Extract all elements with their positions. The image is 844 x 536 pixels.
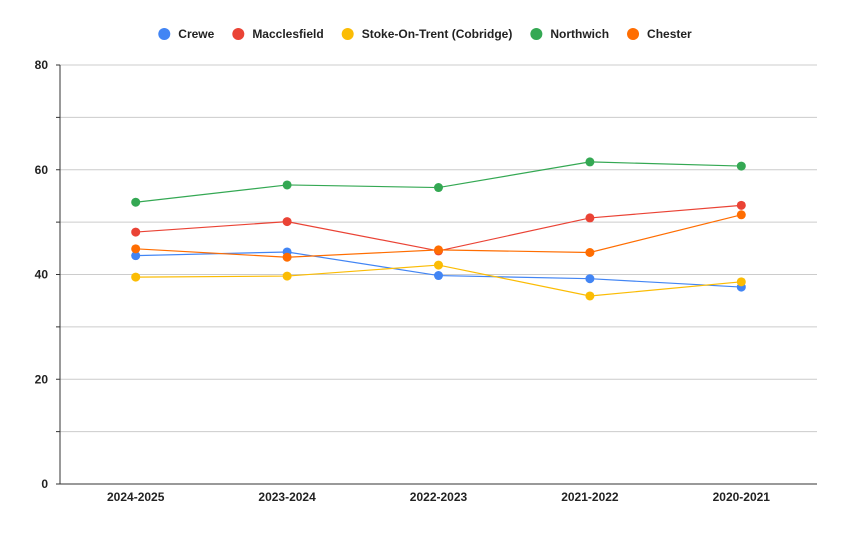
data-point bbox=[585, 157, 595, 167]
legend-marker bbox=[158, 28, 171, 40]
x-tick-label: 2022-2023 bbox=[410, 490, 468, 504]
data-point bbox=[131, 272, 141, 282]
axis-layer: 0 20 40 60 80 2024-2025 2023-2024 2022-2023 2021… bbox=[35, 58, 817, 504]
data-point bbox=[434, 183, 443, 193]
series-line bbox=[135, 161, 742, 203]
data-point bbox=[131, 251, 141, 261]
legend-label: Crewe bbox=[178, 27, 214, 41]
legend-marker bbox=[627, 28, 640, 40]
data-point bbox=[131, 197, 141, 207]
data-point bbox=[434, 245, 443, 255]
x-tick-label: 2024-2025 bbox=[107, 490, 165, 504]
data-point bbox=[131, 227, 141, 237]
legend-item: Northwich bbox=[530, 27, 609, 41]
series-line bbox=[135, 204, 742, 252]
legend-item: Stoke-On-Trent (Cobridge) bbox=[341, 27, 513, 41]
x-tick-label: 2020-2021 bbox=[713, 490, 771, 504]
legend-item: Chester bbox=[627, 27, 692, 41]
legend-marker bbox=[530, 28, 543, 40]
legend: Crewe Macclesfield Stoke-On-Trent (Cobridg… bbox=[158, 27, 692, 41]
data-point bbox=[736, 210, 746, 220]
y-tick-label: 20 bbox=[35, 372, 49, 386]
x-tick-label: 2021-2022 bbox=[561, 490, 619, 504]
series-chester bbox=[131, 210, 746, 262]
data-point bbox=[434, 260, 443, 270]
data-point bbox=[736, 200, 746, 210]
data-point bbox=[282, 180, 292, 190]
data-point bbox=[736, 161, 746, 171]
series-line bbox=[135, 264, 742, 297]
legend-label: Chester bbox=[647, 27, 692, 41]
legend-label: Stoke-On-Trent (Cobridge) bbox=[362, 27, 513, 41]
legend-item: Crewe bbox=[158, 27, 215, 41]
data-point bbox=[736, 277, 746, 287]
y-tick-label: 0 bbox=[41, 477, 48, 491]
legend-label: Macclesfield bbox=[252, 27, 323, 41]
data-point bbox=[585, 291, 595, 301]
y-tick-label: 60 bbox=[35, 163, 49, 177]
grid-layer bbox=[60, 64, 817, 433]
data-point bbox=[585, 248, 595, 258]
legend-marker bbox=[232, 28, 245, 40]
legend-marker bbox=[341, 28, 354, 40]
data-point bbox=[585, 213, 595, 223]
data-point bbox=[434, 271, 443, 281]
data-point bbox=[131, 244, 141, 254]
legend-label: Northwich bbox=[550, 27, 609, 41]
data-point bbox=[282, 217, 292, 227]
data-point bbox=[282, 252, 292, 262]
series-stoke-on-trent-cobridge bbox=[131, 260, 746, 301]
legend-item: Macclesfield bbox=[232, 27, 324, 41]
data-point bbox=[585, 274, 595, 284]
series-layer bbox=[131, 157, 746, 301]
data-point bbox=[282, 271, 292, 281]
y-tick-label: 40 bbox=[35, 268, 49, 282]
x-tick-label: 2023-2024 bbox=[258, 490, 316, 504]
y-tick-label: 80 bbox=[35, 58, 49, 72]
series-northwich bbox=[131, 157, 746, 207]
